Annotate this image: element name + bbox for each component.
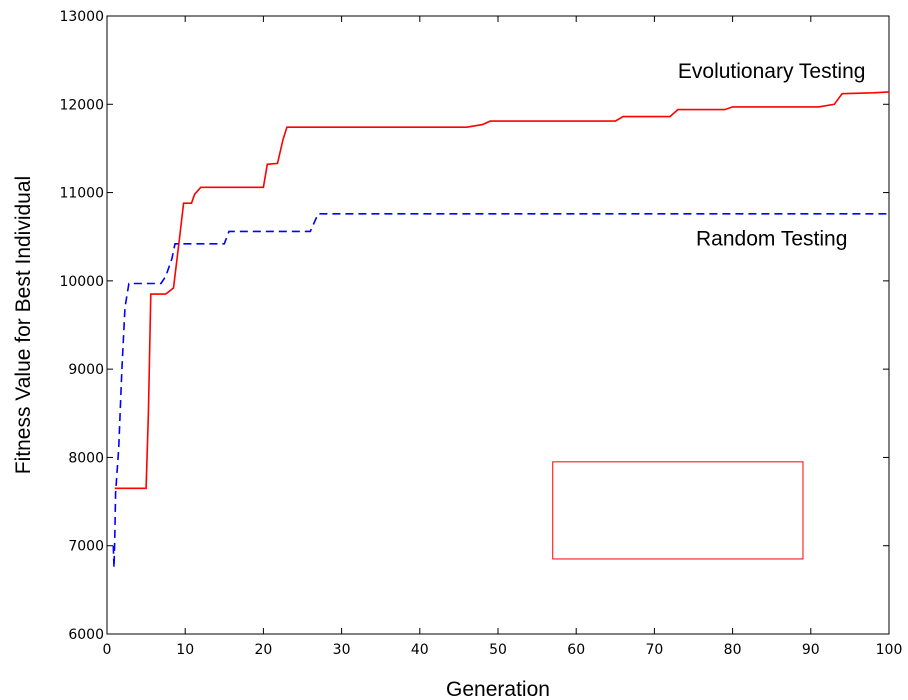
series-line-evolutionary-testing: [114, 91, 890, 490]
x-tick-label: 60: [567, 642, 585, 658]
x-tick-label: 0: [103, 642, 112, 658]
y-axis-tick-labels: 6000 7000 8000 9000 10000 11000 12000 13000: [59, 9, 104, 643]
x-axis-tick-labels: 0 10 20 30 40 50 60 70 80 90 100: [103, 642, 903, 658]
series-layer: [112, 91, 890, 568]
y-tick-label: 12000: [59, 97, 104, 113]
y-tick-label: 7000: [68, 539, 104, 555]
overlay-box-layer: [552, 461, 804, 560]
y-axis-ticks: [107, 15, 889, 635]
x-tick-label: 70: [645, 642, 663, 658]
annotation-evolutionary-testing: Evolutionary Testing: [678, 60, 866, 83]
x-axis-title: Generation: [446, 678, 550, 700]
y-tick-label: 10000: [59, 274, 104, 290]
series-line-random-testing: [112, 213, 889, 568]
annotation-random-testing: Random Testing: [696, 228, 847, 251]
x-tick-label: 90: [802, 642, 820, 658]
x-tick-label: 80: [724, 642, 742, 658]
y-tick-label: 11000: [59, 186, 104, 202]
x-tick-label: 20: [254, 642, 272, 658]
x-tick-label: 40: [411, 642, 429, 658]
y-tick-label: 9000: [68, 362, 104, 378]
x-tick-label: 100: [876, 642, 903, 658]
x-tick-label: 30: [333, 642, 351, 658]
plot-area: [106, 15, 890, 635]
overlay-box: [552, 461, 804, 560]
annotation-layer: Evolutionary Testing Random Testing: [678, 60, 866, 251]
y-axis-title: Fitness Value for Best Individual: [12, 176, 35, 474]
y-tick-label: 13000: [59, 9, 104, 25]
x-axis-ticks: [106, 16, 890, 634]
y-tick-label: 6000: [68, 627, 104, 643]
y-tick-label: 8000: [68, 450, 104, 466]
x-tick-label: 50: [489, 642, 507, 658]
x-tick-label: 10: [176, 642, 194, 658]
